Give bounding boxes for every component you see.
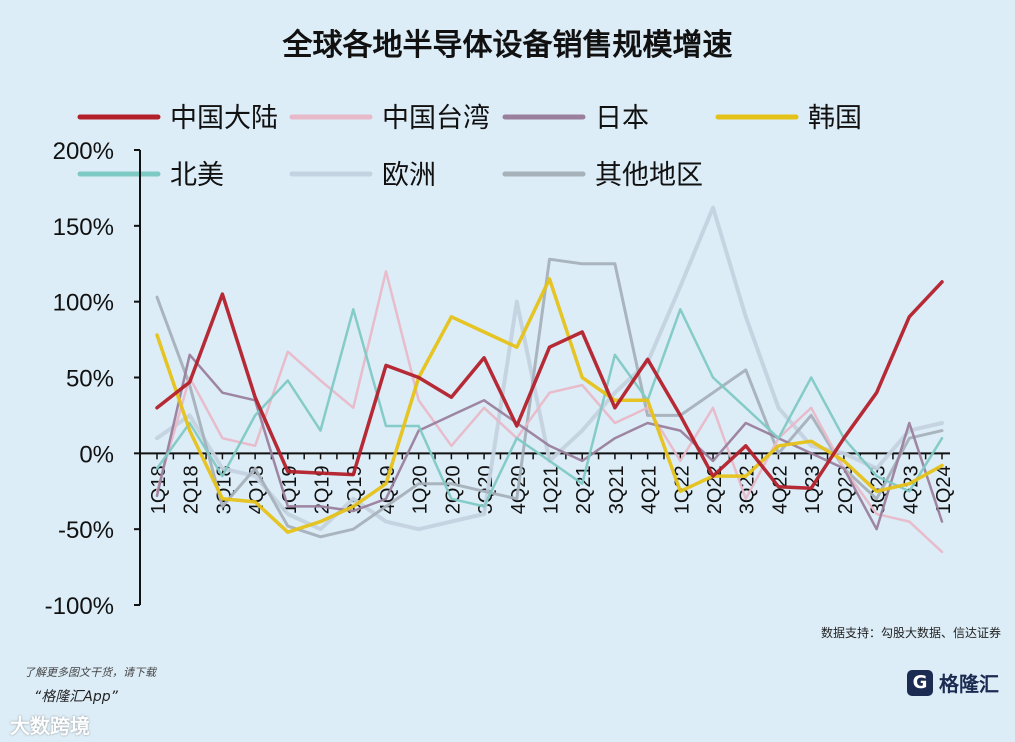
watermark-text: 大数跨境: [10, 714, 90, 738]
download-prompt: 了解更多图文干货，请下载: [24, 666, 156, 679]
y-tick-label: 0%: [79, 441, 114, 468]
series-line-2: [155, 270, 944, 554]
legend-label: 中国台湾: [382, 103, 490, 134]
x-tick-label: 1Q24: [933, 465, 955, 514]
brand-g-icon: G: [907, 669, 933, 696]
data-source-note: 数据支持：勾股大数据、信达证券: [820, 626, 1001, 640]
chart-title: 全球各地半导体设备销售规模增速: [282, 28, 733, 63]
app-name: “格隆汇App”: [34, 689, 118, 705]
x-tick-label: 3Q21: [606, 465, 628, 514]
x-tick-label: 2Q19: [312, 465, 334, 514]
series-line-5: [155, 308, 944, 508]
brand-name: 格隆汇: [939, 672, 999, 696]
series-line-3: [155, 353, 944, 531]
x-tick-label: 4Q21: [639, 465, 661, 514]
x-tick-label: 1Q20: [410, 465, 432, 514]
legend-label: 韩国: [808, 103, 862, 134]
series-line-1: [155, 280, 944, 490]
y-tick-label: -100%: [45, 593, 114, 620]
x-tick-label: 1Q19: [279, 465, 301, 514]
y-tick-label: -50%: [58, 517, 114, 544]
y-tick-label: 50%: [66, 366, 114, 393]
brand-logo-block: G 格隆汇: [907, 668, 999, 697]
y-tick-label: 150%: [53, 214, 114, 241]
y-tick-label: 200%: [53, 138, 114, 165]
x-tick-label: 2Q20: [442, 465, 464, 514]
x-tick-label: 2Q18: [181, 465, 203, 514]
x-tick-label: 1Q21: [541, 465, 563, 514]
legend-label: 中国大陆: [170, 103, 278, 134]
legend-label: 其他地区: [595, 160, 703, 191]
legend-label: 北美: [170, 160, 224, 191]
series-line-4: [155, 277, 944, 534]
series-line-7: [155, 257, 944, 539]
series-lines: [155, 205, 944, 554]
axes: -100%-50%0%50%100%150%200%1Q18 2Q18 3Q18 4Q…: [45, 138, 955, 620]
x-tick-label: 3Q18: [213, 465, 235, 514]
x-tick-label: 4Q22: [769, 465, 791, 514]
legend-label: 欧洲: [382, 160, 436, 191]
y-tick-label: 100%: [53, 290, 114, 317]
x-tick-label: 2Q21: [573, 465, 595, 514]
legend-label: 日本: [595, 103, 649, 134]
